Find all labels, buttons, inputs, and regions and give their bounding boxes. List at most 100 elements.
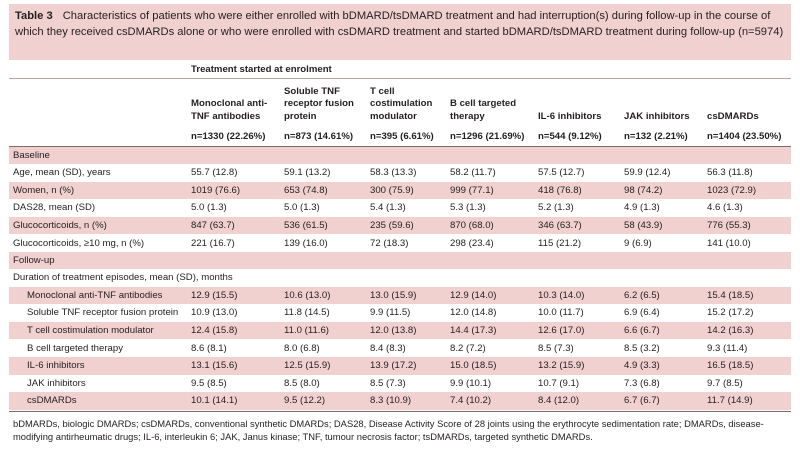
table-cell: 9.3 (11.4) bbox=[707, 342, 748, 354]
section-row-baseline: Baseline bbox=[9, 146, 791, 164]
table-label: Table 3 bbox=[15, 10, 53, 22]
table-cell: 12.6 (17.0) bbox=[534, 321, 620, 340]
table-row: DAS28, mean (SD) 5.0 (1.3) 5.0 (1.3) 5.4 (1… bbox=[9, 199, 791, 217]
table-cell: 15.2 (17.2) bbox=[707, 307, 754, 319]
table-row: Women, n (%) 1019 (76.6) 653 (74.8) 300 (75… bbox=[9, 181, 791, 200]
section-label: Follow-up bbox=[9, 251, 791, 269]
table-cell: 59.1 (13.2) bbox=[284, 167, 331, 179]
table-cell: 13.2 (15.9) bbox=[534, 356, 620, 375]
table-cell: 12.4 (15.8) bbox=[187, 321, 280, 340]
column-header-row: Monoclonal anti-TNF antibodies Soluble T… bbox=[9, 79, 791, 128]
table-cell: 9.7 (8.5) bbox=[707, 377, 743, 389]
table-row: T cell costimulation modulator 12.4 (15.8… bbox=[9, 321, 791, 340]
table-cell: 56.3 (11.8) bbox=[707, 167, 753, 179]
table-row: B cell targeted therapy 8.6 (8.1) 8.0 (6.8… bbox=[9, 339, 791, 357]
section-label: Baseline bbox=[9, 146, 791, 164]
column-header: Soluble TNF receptor fusion protein bbox=[284, 85, 354, 122]
table-cell: 8.5 (7.3) bbox=[370, 377, 406, 389]
table-cell: 14.4 (17.3) bbox=[446, 321, 534, 340]
table-cell: 7.3 (6.8) bbox=[624, 377, 660, 389]
table-cell: 98 (74.2) bbox=[620, 181, 703, 200]
table-cell: 12.0 (13.8) bbox=[366, 321, 446, 340]
table-cell: 298 (23.4) bbox=[450, 237, 494, 249]
n-cell: n=1296 (21.69%) bbox=[446, 127, 534, 147]
row-label: Duration of treatment episodes, mean (SD… bbox=[13, 272, 233, 284]
row-label: Soluble TNF receptor fusion protein bbox=[27, 307, 179, 319]
row-label: Monoclonal anti-TNF antibodies bbox=[9, 286, 187, 305]
table-cell: 8.6 (8.1) bbox=[191, 342, 227, 354]
table-cell: 55.7 (12.8) bbox=[191, 167, 238, 179]
table-cell: 11.0 (11.6) bbox=[280, 321, 366, 340]
table-cell: 58.2 (11.7) bbox=[450, 167, 496, 179]
table-cell: 8.3 (10.9) bbox=[366, 392, 446, 410]
table-cell: 235 (59.6) bbox=[366, 216, 446, 235]
table-cell: 12.9 (14.0) bbox=[446, 286, 534, 305]
table-footnote: bDMARDs, biologic DMARDs; csDMARDs, conv… bbox=[9, 410, 791, 444]
row-label: Glucocorticoids, n (%) bbox=[9, 216, 187, 235]
section-row-followup: Follow-up bbox=[9, 251, 791, 269]
n-cell: n=873 (14.61%) bbox=[280, 127, 366, 147]
table-cell: 5.2 (1.3) bbox=[538, 202, 574, 214]
table-cell: 10.6 (13.0) bbox=[280, 286, 366, 305]
table-cell: 5.0 (1.3) bbox=[284, 202, 320, 214]
table-cell: 13.0 (15.9) bbox=[366, 286, 446, 305]
table-cell: 9 (6.9) bbox=[624, 237, 652, 249]
table-row: Glucocorticoids, ≥10 mg, n (%) 221 (16.7)… bbox=[9, 234, 791, 252]
row-label: Glucocorticoids, ≥10 mg, n (%) bbox=[13, 237, 145, 249]
table-cell: 847 (63.7) bbox=[187, 216, 280, 235]
table-cell: 8.4 (8.3) bbox=[370, 342, 406, 354]
table-caption: Table 3 Characteristics of patients who w… bbox=[9, 4, 791, 60]
table-row: IL-6 inhibitors 13.1 (15.6) 12.5 (15.9) 13.… bbox=[9, 356, 791, 375]
table-cell: 10.0 (11.7) bbox=[538, 307, 584, 319]
table-cell: 58 (43.9) bbox=[620, 216, 703, 235]
column-header: Monoclonal anti-TNF antibodies bbox=[191, 98, 268, 122]
table-cell: 9.9 (10.1) bbox=[450, 377, 492, 389]
n-row: n=1330 (22.26%) n=873 (14.61%) n=395 (6.… bbox=[9, 127, 791, 147]
table-cell: 418 (76.8) bbox=[534, 181, 620, 200]
table-cell: 8.5 (8.0) bbox=[284, 377, 320, 389]
column-header: IL-6 inhibitors bbox=[538, 110, 602, 122]
table-cell: 72 (18.3) bbox=[370, 237, 409, 249]
row-label: B cell targeted therapy bbox=[27, 342, 123, 354]
row-label: T cell costimulation modulator bbox=[9, 321, 187, 340]
table-cell: 10.7 (9.1) bbox=[538, 377, 580, 389]
table-cell: 11.8 (14.5) bbox=[284, 307, 330, 319]
table-cell: 13.9 (17.2) bbox=[366, 356, 446, 375]
caption-text: Characteristics of patients who were eit… bbox=[15, 10, 784, 38]
table-cell: 5.3 (1.3) bbox=[450, 202, 486, 214]
table-row: Monoclonal anti-TNF antibodies 12.9 (15.5… bbox=[9, 286, 791, 305]
table-cell: 115 (21.2) bbox=[538, 237, 582, 249]
table-cell: 8.4 (12.0) bbox=[534, 392, 620, 410]
group-header: Treatment started at enrolment bbox=[187, 60, 791, 79]
table-row: Age, mean (SD), years 55.7 (12.8) 59.1 (13… bbox=[9, 164, 791, 182]
table-cell: 57.5 (12.7) bbox=[538, 167, 585, 179]
table-cell: 8.0 (6.8) bbox=[284, 342, 320, 354]
column-header: T cell costimulation modulator bbox=[370, 85, 433, 122]
table-cell: 8.2 (7.2) bbox=[450, 342, 486, 354]
table-cell: 59.9 (12.4) bbox=[624, 167, 671, 179]
table-row: csDMARDs 10.1 (14.1) 9.5 (12.2) 8.3 (10.9) 7… bbox=[9, 392, 791, 410]
table-cell: 10.1 (14.1) bbox=[187, 392, 280, 410]
table-cell: 8.5 (7.3) bbox=[538, 342, 574, 354]
table-cell: 346 (63.7) bbox=[534, 216, 620, 235]
n-cell: n=132 (2.21%) bbox=[620, 127, 703, 147]
row-label: JAK inhibitors bbox=[27, 377, 86, 389]
n-cell: n=1330 (22.26%) bbox=[187, 127, 280, 147]
table-cell: 12.5 (15.9) bbox=[280, 356, 366, 375]
table-cell: 4.9 (1.3) bbox=[624, 202, 660, 214]
table-cell: 6.7 (6.7) bbox=[620, 392, 703, 410]
table-cell: 16.5 (18.5) bbox=[703, 356, 791, 375]
column-header: B cell targeted therapy bbox=[450, 98, 517, 122]
table-row: Glucocorticoids, n (%) 847 (63.7) 536 (61.… bbox=[9, 216, 791, 235]
table-cell: 9.5 (12.2) bbox=[280, 392, 366, 410]
table-cell: 870 (68.0) bbox=[446, 216, 534, 235]
table-cell: 6.2 (6.5) bbox=[620, 286, 703, 305]
n-cell: n=1404 (23.50%) bbox=[703, 127, 791, 147]
table-cell: 7.4 (10.2) bbox=[446, 392, 534, 410]
duration-rows: Monoclonal anti-TNF antibodies 12.9 (15.5… bbox=[9, 286, 791, 410]
table-cell: 999 (77.1) bbox=[446, 181, 534, 200]
table-cell: 12.0 (14.8) bbox=[450, 307, 497, 319]
column-header: csDMARDs bbox=[707, 110, 759, 122]
table-cell: 1023 (72.9) bbox=[703, 181, 791, 200]
table-cell: 4.6 (1.3) bbox=[707, 202, 743, 214]
